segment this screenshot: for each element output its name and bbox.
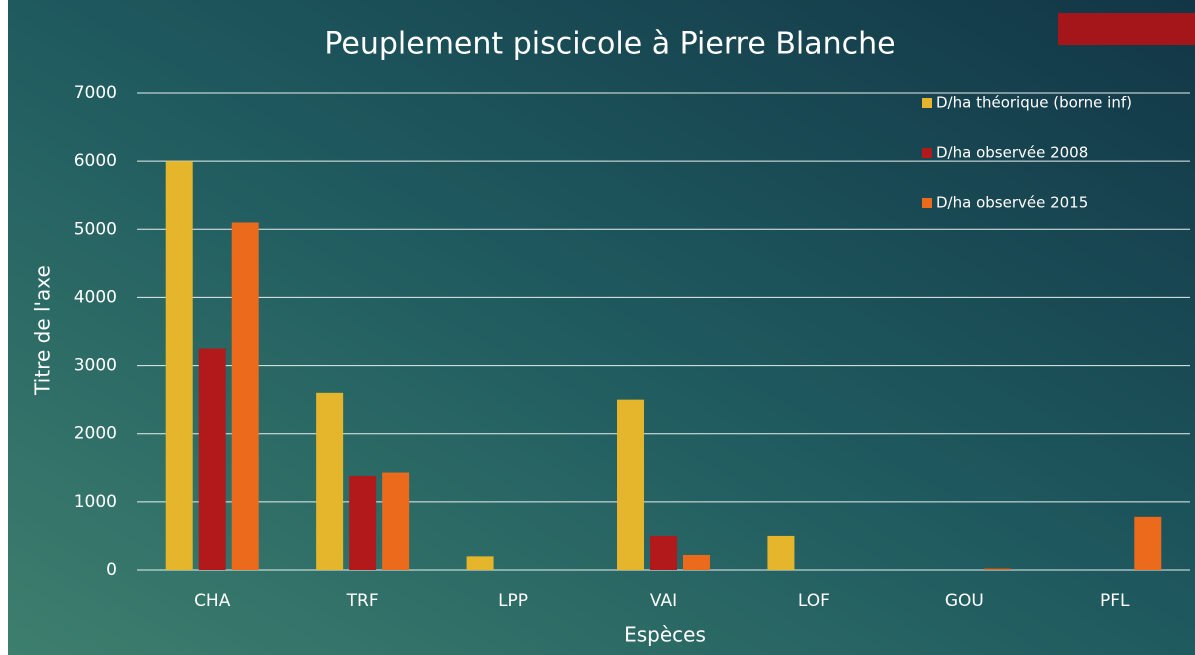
x-tick-label: GOU bbox=[945, 591, 984, 611]
x-tick-label: CHA bbox=[194, 591, 231, 611]
bar bbox=[617, 399, 644, 570]
legend-swatch bbox=[922, 198, 932, 208]
bar bbox=[165, 161, 193, 570]
bar bbox=[382, 472, 410, 570]
y-tick-label: 4000 bbox=[74, 287, 117, 307]
y-tick-label: 7000 bbox=[74, 83, 117, 103]
bar bbox=[650, 535, 677, 570]
legend-label: D/ha observée 2015 bbox=[936, 194, 1088, 212]
y-tick-label: 1000 bbox=[74, 492, 117, 512]
x-tick-label: PFL bbox=[1100, 591, 1130, 611]
y-tick-label: 6000 bbox=[74, 151, 117, 171]
y-tick-label: 5000 bbox=[74, 219, 117, 239]
y-tick-label: 2000 bbox=[74, 424, 117, 444]
x-tick-label: LPP bbox=[498, 591, 528, 611]
x-tick-label: TRF bbox=[346, 591, 379, 611]
y-tick-label: 3000 bbox=[74, 356, 117, 376]
x-tick-label: VAI bbox=[650, 591, 677, 611]
y-axis-title: Titre de l'axe bbox=[31, 265, 55, 396]
bar bbox=[316, 392, 344, 570]
x-axis-title: Espèces bbox=[624, 623, 706, 647]
decoration bbox=[1058, 13, 1195, 45]
y-tick-label: 0 bbox=[106, 560, 117, 580]
x-tick-label: LOF bbox=[798, 591, 830, 611]
bar bbox=[349, 475, 377, 570]
bar bbox=[767, 535, 795, 570]
bar bbox=[1134, 516, 1162, 570]
bar bbox=[683, 555, 710, 570]
bar bbox=[231, 222, 259, 570]
chart-title: Peuplement piscicole à Pierre Blanche bbox=[324, 27, 895, 62]
bar bbox=[198, 348, 226, 570]
legend-swatch bbox=[922, 148, 932, 158]
legend-label: D/ha observée 2008 bbox=[936, 144, 1088, 162]
bar bbox=[983, 568, 1011, 570]
legend-swatch bbox=[922, 98, 932, 108]
legend-label: D/ha théorique (borne inf) bbox=[936, 94, 1132, 112]
bar bbox=[466, 556, 494, 570]
